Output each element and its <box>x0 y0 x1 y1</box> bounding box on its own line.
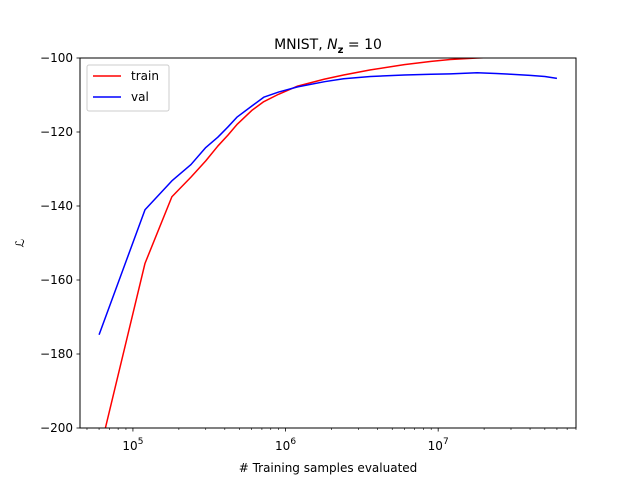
y-tick-label: −140 <box>40 199 73 213</box>
x-axis: 105 106 107 <box>86 428 577 453</box>
legend-val-label: val <box>131 90 149 104</box>
series-line-train <box>104 58 497 428</box>
y-axis: −200 −180 −160 −140 −120 −100 <box>40 51 80 435</box>
x-axis-label: # Training samples evaluated <box>239 461 418 475</box>
y-axis-label: ℒ <box>13 239 27 248</box>
plot-frame <box>79 57 577 429</box>
y-tick-label: −120 <box>40 125 73 139</box>
x-tick-label: 106 <box>275 437 296 453</box>
chart-title: MNIST, Nz = 10 <box>274 37 382 56</box>
y-tick-label: −180 <box>40 347 73 361</box>
series-layer <box>98 58 558 428</box>
legend: train val <box>86 64 170 112</box>
plot-area <box>79 57 577 429</box>
x-tick-label: 105 <box>122 437 143 453</box>
y-tick-label: −200 <box>40 421 73 435</box>
title-prefix: MNIST, <box>274 37 327 53</box>
title-variable: N <box>327 37 338 53</box>
y-tick-label: −100 <box>40 51 73 65</box>
title-subscript: z <box>338 45 344 56</box>
legend-train-label: train <box>131 69 159 83</box>
x-tick-label: 107 <box>428 437 449 453</box>
series-line-val <box>98 72 558 336</box>
y-tick-label: −160 <box>40 273 73 287</box>
title-suffix: = 10 <box>343 37 381 53</box>
